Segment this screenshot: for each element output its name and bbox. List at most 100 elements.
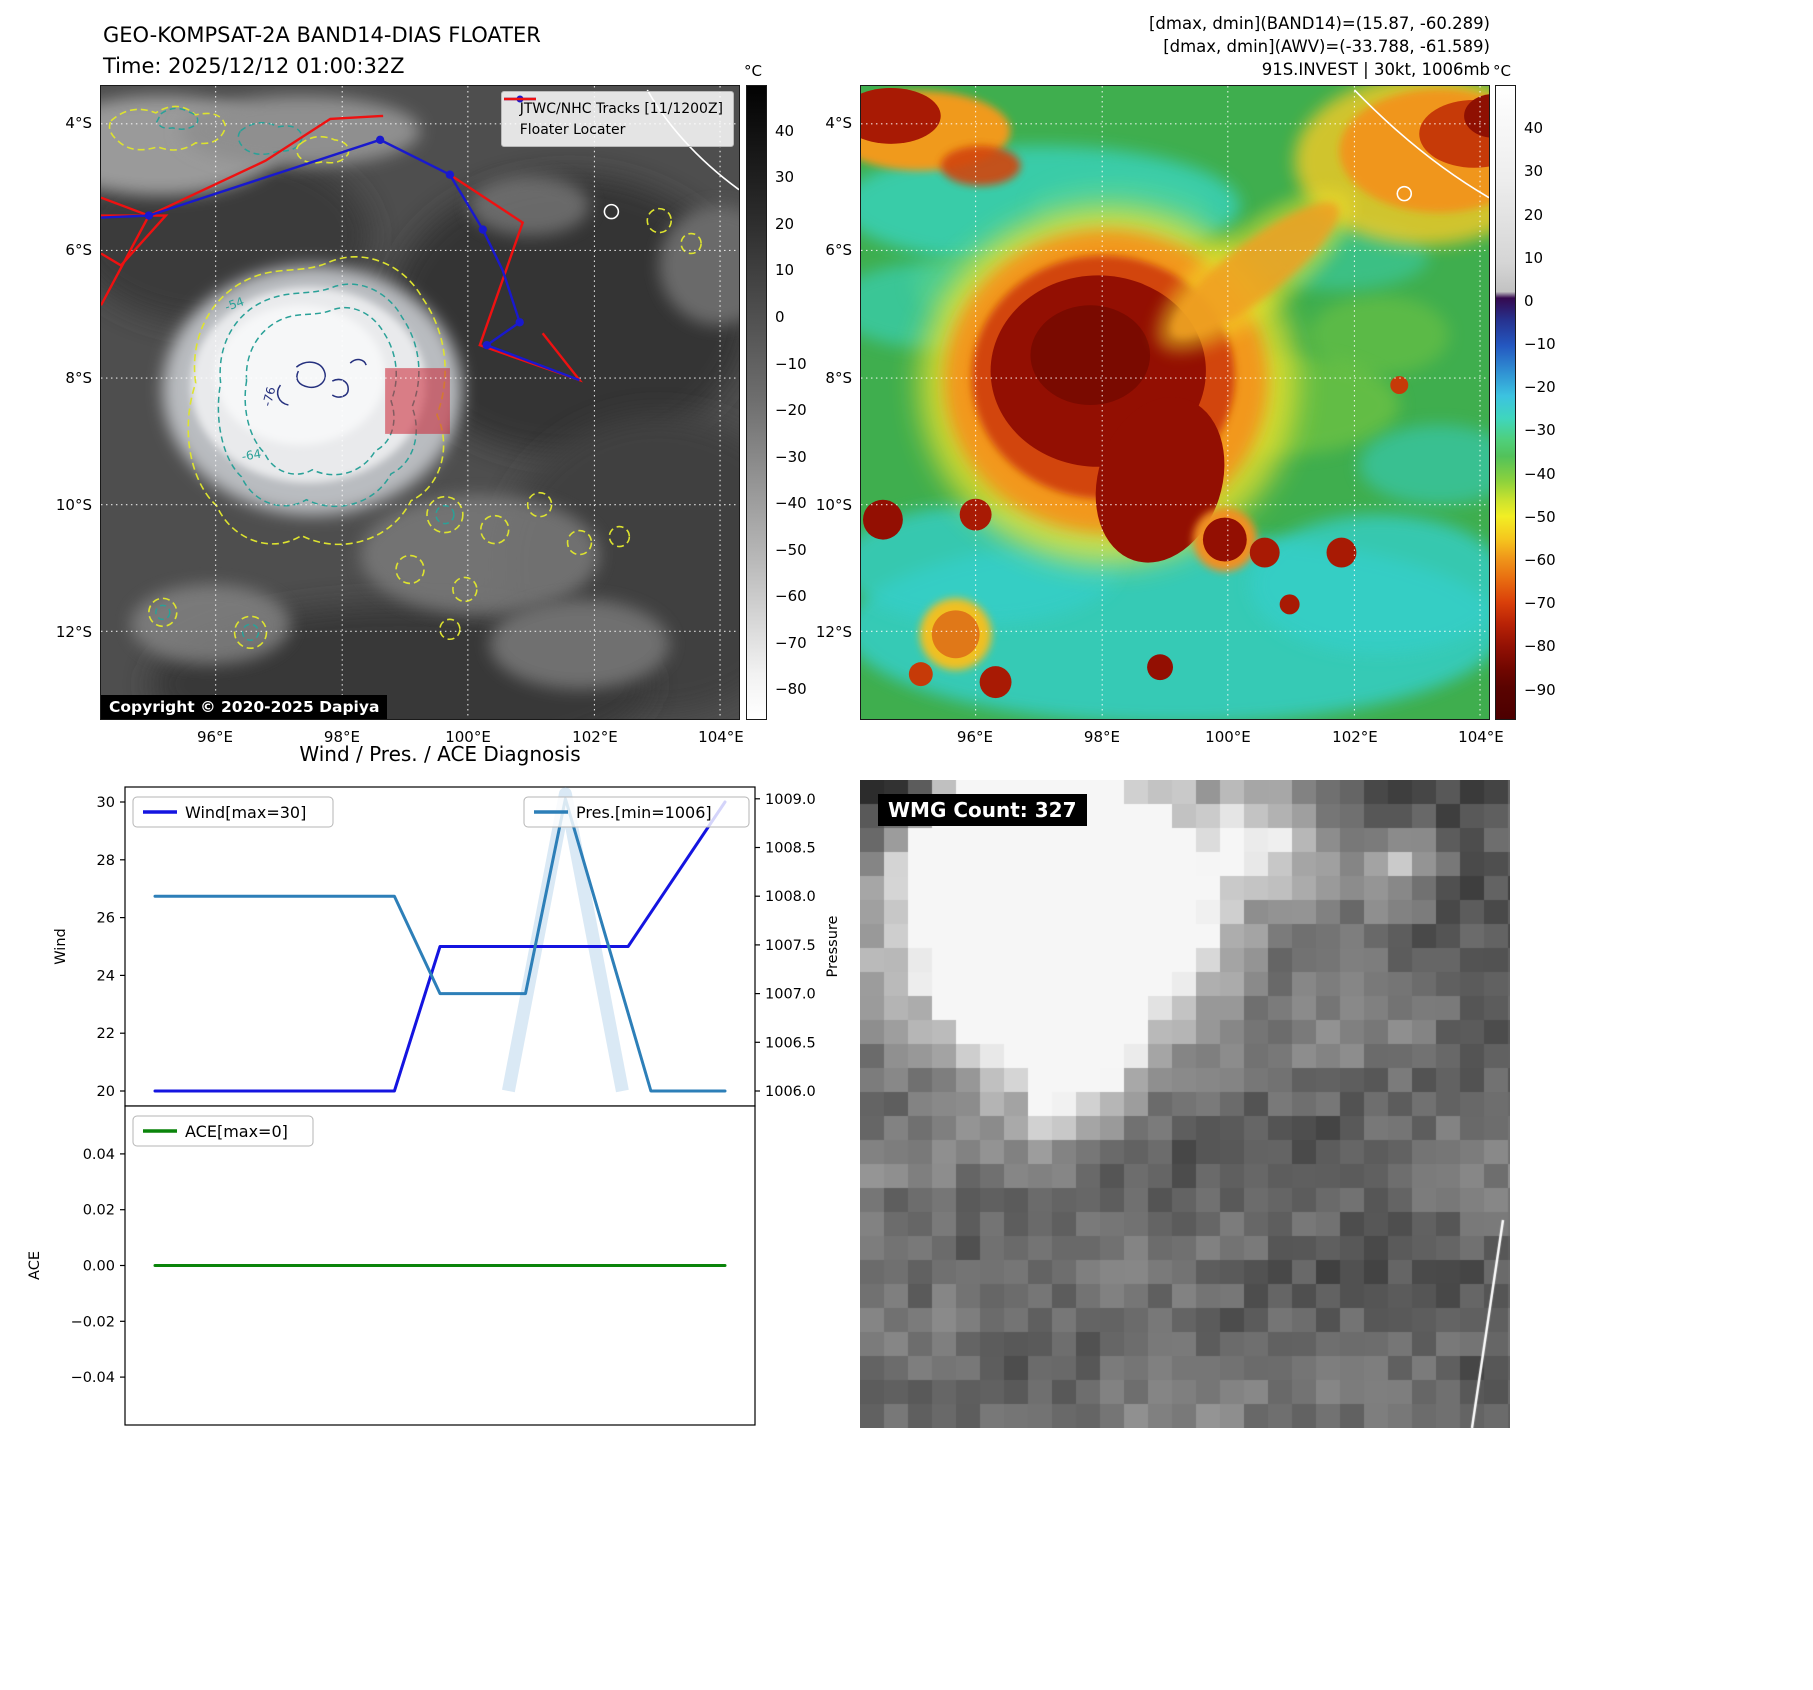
band14-colorbar-unit: °C xyxy=(744,62,762,80)
x-tick-label: 100°E xyxy=(445,728,491,746)
awv-imagery xyxy=(861,86,1489,719)
y-tick-label: 4°S xyxy=(65,113,92,132)
x-tick-label: 102°E xyxy=(1332,728,1378,746)
svg-text:1009.0: 1009.0 xyxy=(765,792,816,808)
x-tick-label: 98°E xyxy=(1083,728,1120,746)
svg-text:Pressure: Pressure xyxy=(825,915,841,977)
svg-text:-54: -54 xyxy=(223,294,246,314)
band14-imagery: -54 -76 -64 xyxy=(101,86,739,719)
colorbar-tick-label: −50 xyxy=(1524,507,1556,526)
svg-text:0.02: 0.02 xyxy=(83,1203,115,1219)
legend-label-floater: Floater Locater xyxy=(519,121,626,138)
legend-row-floater: Floater Locater xyxy=(503,97,723,140)
colorbar-tick-label: 10 xyxy=(1524,248,1544,267)
svg-text:30: 30 xyxy=(97,795,115,811)
y-tick-label: 10°S xyxy=(815,495,852,514)
svg-text:1006.5: 1006.5 xyxy=(765,1035,816,1051)
svg-text:20: 20 xyxy=(97,1084,115,1100)
colorbar-tick-label: −50 xyxy=(775,540,807,559)
y-tick-label: 8°S xyxy=(825,368,852,387)
colorbar-tick-label: 10 xyxy=(775,261,795,280)
svg-text:26: 26 xyxy=(97,911,115,927)
y-tick-label: 10°S xyxy=(55,495,92,514)
floater-locator-box xyxy=(385,368,450,434)
colorbar-tick-label: −80 xyxy=(1524,637,1556,656)
colorbar-tick-label: −40 xyxy=(1524,464,1556,483)
band14-header: GEO-KOMPSAT-2A BAND14-DIAS FLOATER Time:… xyxy=(103,20,541,82)
y-tick-label: 6°S xyxy=(65,240,92,259)
wmg-count-label: WMG Count: 327 xyxy=(878,794,1087,826)
colorbar-tick-label: −70 xyxy=(775,633,807,652)
band14-time: Time: 2025/12/12 01:00:32Z xyxy=(103,54,405,78)
svg-text:1008.5: 1008.5 xyxy=(765,841,816,857)
svg-text:1008.0: 1008.0 xyxy=(765,889,816,905)
colorbar-tick-label: −10 xyxy=(1524,335,1556,354)
storm-tracks: -54 -76 -64 xyxy=(101,114,583,464)
colorbar-tick-label: −30 xyxy=(1524,421,1556,440)
diagnosis-chart-title: Wind / Pres. / ACE Diagnosis xyxy=(299,742,581,766)
x-tick-label: 96°E xyxy=(196,728,234,746)
copyright-watermark: Copyright © 2020-2025 Dapiya xyxy=(101,695,388,719)
colorbar-tick-label: 20 xyxy=(775,214,795,233)
svg-text:Wind[max=30]: Wind[max=30] xyxy=(185,803,306,822)
x-tick-label: 104°E xyxy=(698,728,744,746)
y-tick-label: 4°S xyxy=(825,113,852,132)
colorbar-tick-label: −40 xyxy=(775,494,807,513)
wmg-panel: WMG Count: 327 xyxy=(860,780,1510,1428)
x-tick-label: 100°E xyxy=(1205,728,1251,746)
band14-gridlines xyxy=(101,86,739,719)
x-tick-label: 98°E xyxy=(323,728,360,746)
awv-header: [dmax, dmin](BAND14)=(15.87, -60.289) [d… xyxy=(1040,12,1490,81)
colorbar-tick-label: −90 xyxy=(1524,680,1556,699)
y-tick-label: 6°S xyxy=(825,240,852,259)
wind-pres-ace-chart: 30 28 26 24 22 20 1009.0 1008.5 1008.0 1007.5 1007… xyxy=(27,786,841,1426)
colorbar-tick-label: 30 xyxy=(775,168,795,187)
svg-text:1007.5: 1007.5 xyxy=(765,938,816,954)
band14-colorbar xyxy=(746,85,767,720)
y-tick-label: 12°S xyxy=(815,622,852,641)
colorbar-tick-label: −20 xyxy=(1524,378,1556,397)
colorbar-tick-label: −20 xyxy=(775,401,807,420)
awv-gridlines xyxy=(861,86,1489,719)
svg-text:0.04: 0.04 xyxy=(83,1147,115,1163)
map-legend: JTWC/NHC Tracks [11/1200Z] Floater Locat… xyxy=(500,91,734,147)
colorbar-tick-label: −70 xyxy=(1524,594,1556,613)
awv-enhanced-map xyxy=(860,85,1490,720)
colorbar-tick-label: 0 xyxy=(1524,291,1534,310)
svg-text:−0.04: −0.04 xyxy=(71,1370,115,1386)
dmax-dmin-awv: [dmax, dmin](AWV)=(-33.788, -61.589) xyxy=(1163,37,1490,56)
y-tick-label: 8°S xyxy=(65,368,92,387)
coastline xyxy=(1353,89,1489,199)
storm-id-intensity: 91S.INVEST | 30kt, 1006mb xyxy=(1261,60,1490,79)
colorbar-tick-label: 40 xyxy=(1524,119,1544,138)
legend-label-jtwc: JTWC/NHC Tracks [11/1200Z] xyxy=(519,100,723,117)
colorbar-tick-label: 20 xyxy=(1524,205,1544,224)
svg-text:ACE[max=0]: ACE[max=0] xyxy=(185,1122,288,1141)
svg-text:Pres.[min=1006]: Pres.[min=1006] xyxy=(576,803,712,822)
colorbar-tick-label: −80 xyxy=(775,680,807,699)
svg-text:1006.0: 1006.0 xyxy=(765,1084,816,1100)
svg-text:-64: -64 xyxy=(241,447,263,464)
x-tick-label: 104°E xyxy=(1458,728,1504,746)
svg-text:−0.02: −0.02 xyxy=(71,1314,115,1330)
svg-text:28: 28 xyxy=(97,853,115,869)
x-tick-label: 102°E xyxy=(572,728,618,746)
band14-title: GEO-KOMPSAT-2A BAND14-DIAS FLOATER xyxy=(103,23,541,47)
wmg-image xyxy=(860,780,1510,1428)
colorbar-tick-label: 40 xyxy=(775,121,795,140)
y-tick-label: 12°S xyxy=(55,622,92,641)
colorbar-tick-label: 0 xyxy=(775,307,785,326)
svg-text:Wind: Wind xyxy=(53,928,69,964)
svg-text:-76: -76 xyxy=(260,385,279,407)
dmax-dmin-band14: [dmax, dmin](BAND14)=(15.87, -60.289) xyxy=(1148,14,1490,33)
svg-text:ACE: ACE xyxy=(27,1251,43,1280)
awv-colorbar xyxy=(1495,85,1516,720)
svg-text:0.00: 0.00 xyxy=(83,1259,115,1275)
x-tick-label: 96°E xyxy=(956,728,993,746)
colorbar-tick-label: −60 xyxy=(775,587,807,606)
awv-colorbar-unit: °C xyxy=(1493,62,1511,80)
svg-text:22: 22 xyxy=(97,1026,115,1042)
svg-text:1007.0: 1007.0 xyxy=(765,987,816,1003)
colorbar-tick-label: 30 xyxy=(1524,162,1544,181)
